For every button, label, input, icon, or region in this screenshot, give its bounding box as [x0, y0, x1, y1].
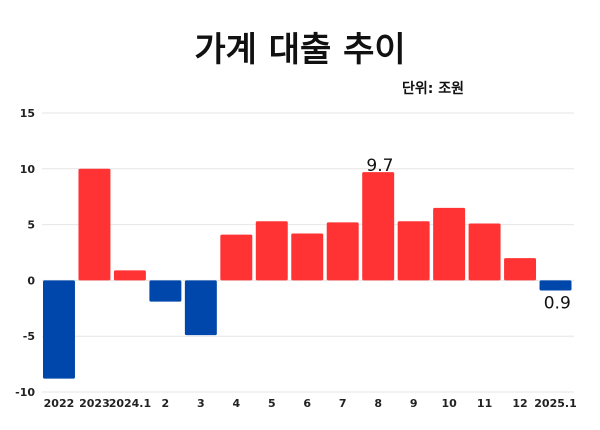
bar [362, 172, 395, 281]
x-tick-label: 2022 [44, 397, 75, 410]
x-tick-label: 2023 [79, 397, 110, 410]
y-tick-label: -5 [23, 330, 35, 343]
bar [397, 221, 430, 281]
x-tick-label: 8 [374, 397, 382, 410]
bar [539, 280, 572, 291]
bar [433, 207, 466, 281]
x-tick-label: 11 [477, 397, 492, 410]
unit-label: 단위: 조원 [402, 81, 464, 97]
bar [326, 222, 359, 281]
chart-title: 가계 대출 추이 [194, 30, 406, 70]
y-tick-label: 0 [27, 274, 35, 287]
bar [113, 270, 146, 281]
y-tick-label: -10 [15, 386, 35, 399]
y-tick-label: 5 [27, 219, 35, 232]
bar [504, 258, 537, 281]
bar [255, 221, 288, 281]
bar [43, 280, 75, 379]
x-tick-label: 7 [339, 397, 347, 410]
x-tick-label: 2025.1 [534, 397, 576, 410]
data-label: 9.7 [366, 156, 393, 176]
x-tick-label: 10 [441, 397, 457, 410]
bar [291, 233, 324, 281]
x-tick-label: 2024.1 [109, 397, 151, 410]
bar [149, 280, 182, 302]
bar [184, 280, 217, 336]
data-label: 0.9 [544, 293, 571, 313]
x-tick-label: 5 [268, 397, 276, 410]
bar [468, 223, 501, 281]
x-tick-label: 6 [303, 397, 311, 410]
bar [220, 234, 253, 281]
bar [78, 168, 111, 281]
x-tick-label: 3 [197, 397, 205, 410]
x-tick-label: 4 [232, 397, 240, 410]
y-tick-label: 15 [20, 107, 35, 120]
x-tick-label: 2 [162, 397, 170, 410]
x-tick-label: 9 [410, 397, 418, 410]
x-tick-label: 12 [512, 397, 527, 410]
y-tick-label: 10 [20, 163, 36, 176]
